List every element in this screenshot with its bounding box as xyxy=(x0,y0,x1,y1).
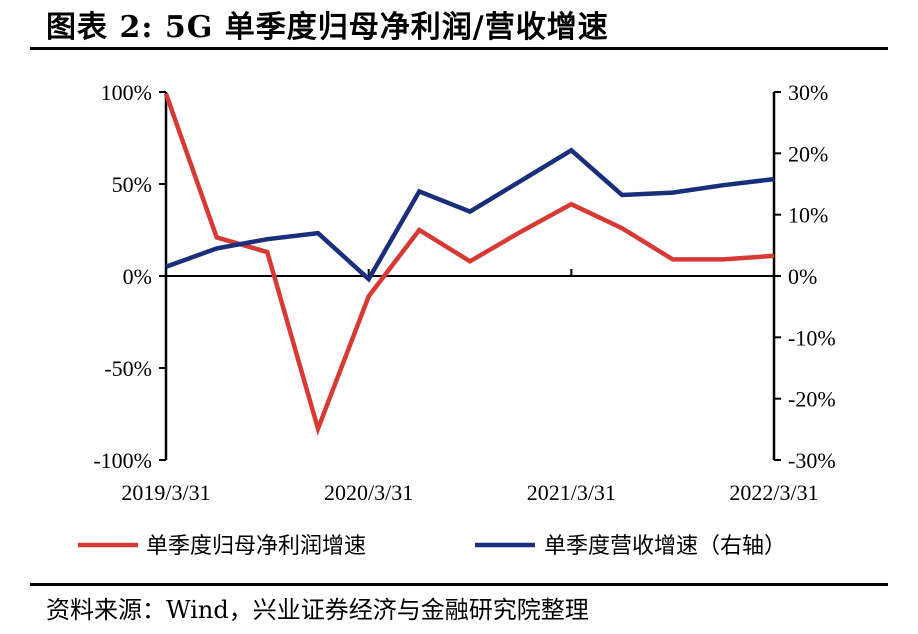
series-layer xyxy=(163,93,775,436)
title-rule xyxy=(30,47,888,50)
y-left-tick-label: 100% xyxy=(101,80,152,105)
x-tick-label: 2022/3/31 xyxy=(729,480,818,505)
y-left-tick-label: -100% xyxy=(93,448,152,473)
series-line-2 xyxy=(165,147,775,283)
source-rule xyxy=(30,583,888,586)
axes: 100% 50% 0% -50% -100% 30% 20% 10% 0% -10% -20% -30… xyxy=(93,80,835,505)
y-right-tick-label: 10% xyxy=(788,203,828,228)
y-right-tick-label: 20% xyxy=(788,141,828,166)
legend-label-2: 单季度营收增速（右轴） xyxy=(544,534,786,559)
legend: 单季度归母净利润增速 单季度营收增速（右轴） xyxy=(78,534,786,559)
y-left-tick-label: 0% xyxy=(123,264,152,289)
y-right-tick-label: 0% xyxy=(788,264,817,289)
y-left-tick-label: -50% xyxy=(104,356,152,381)
x-tick-label: 2020/3/31 xyxy=(324,480,413,505)
chart-title: 图表 2: 5G 单季度归母净利润/营收增速 xyxy=(46,10,609,45)
y-right-tick-label: -20% xyxy=(788,387,836,412)
legend-label-1: 单季度归母净利润增速 xyxy=(146,534,366,559)
source-note: 资料来源：Wind，兴业证券经济与金融研究院整理 xyxy=(46,596,589,624)
y-right-tick-label: -10% xyxy=(788,325,836,350)
series-line-1 xyxy=(163,93,775,436)
y-left-tick-label: 50% xyxy=(112,172,152,197)
y-right-tick-label: -30% xyxy=(788,448,836,473)
x-tick-label: 2019/3/31 xyxy=(121,480,210,505)
x-tick-label: 2021/3/31 xyxy=(527,480,616,505)
y-right-tick-label: 30% xyxy=(788,80,828,105)
